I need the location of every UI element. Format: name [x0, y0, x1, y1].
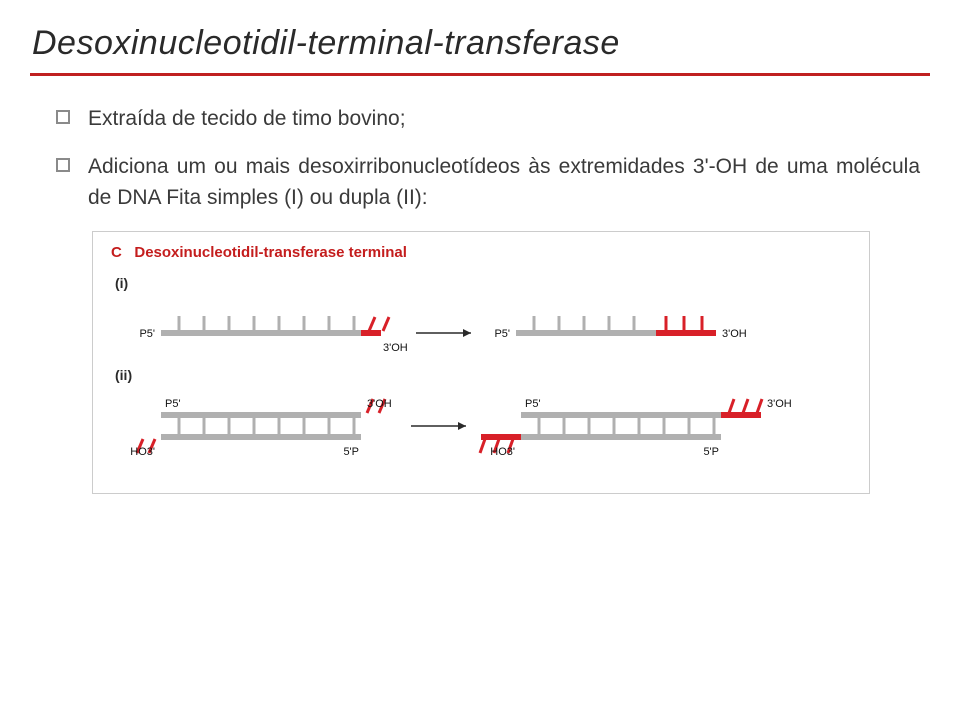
figure-title: C Desoxinucleotidil-transferase terminal	[111, 244, 851, 261]
figure-title-text: Desoxinucleotidil-transferase terminal	[134, 244, 407, 261]
figure-container: C Desoxinucleotidil-transferase terminal…	[92, 231, 870, 494]
bullet-item: Extraída de tecido de timo bovino;	[56, 104, 920, 134]
svg-text:P5': P5'	[165, 398, 181, 410]
svg-text:P5': P5'	[139, 328, 155, 340]
svg-text:3'OH: 3'OH	[722, 328, 747, 340]
svg-text:3'OH: 3'OH	[383, 342, 408, 354]
svg-text:5'P: 5'P	[703, 446, 719, 458]
title-underline	[30, 73, 930, 76]
bullet-text: Adiciona um ou mais desoxirribonucleotíd…	[88, 152, 920, 213]
svg-text:P5': P5'	[525, 398, 541, 410]
panel-ii-diagram: P5' HO3' 3'OH 5'P P5' HO3' 3'OH 5'P	[111, 385, 871, 475]
panel-i-diagram: P5' 3'OH P5' 3'OH	[111, 293, 871, 363]
panel-i-label: (i)	[115, 275, 851, 291]
svg-text:P5': P5'	[494, 328, 510, 340]
bullet-list: Extraída de tecido de timo bovino; Adici…	[30, 104, 930, 213]
figure-title-prefix: C	[111, 244, 122, 261]
svg-text:HO3': HO3'	[130, 446, 155, 458]
bullet-item: Adiciona um ou mais desoxirribonucleotíd…	[56, 152, 920, 213]
svg-text:5'P: 5'P	[343, 446, 359, 458]
panel-ii-label: (ii)	[115, 367, 851, 383]
svg-text:HO3': HO3'	[490, 446, 515, 458]
bullet-marker-icon	[56, 110, 70, 124]
svg-text:3'OH: 3'OH	[767, 398, 792, 410]
slide-title: Desoxinucleotidil-terminal-transferase	[32, 24, 930, 63]
bullet-marker-icon	[56, 158, 70, 172]
svg-text:3'OH: 3'OH	[367, 398, 392, 410]
bullet-text: Extraída de tecido de timo bovino;	[88, 104, 406, 134]
